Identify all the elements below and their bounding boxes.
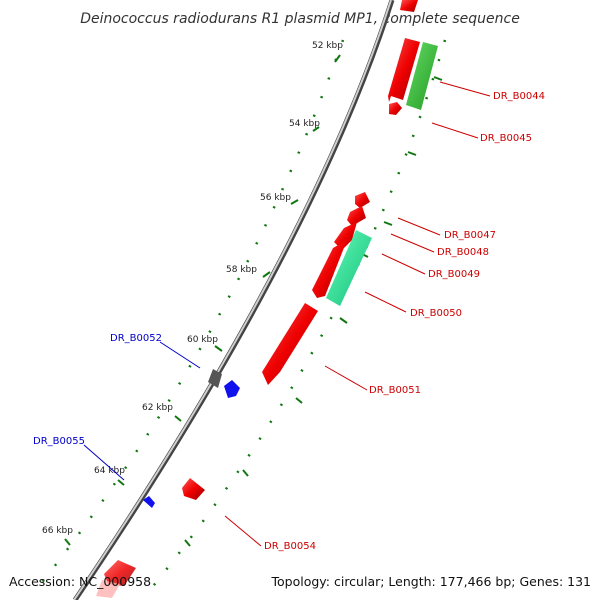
gene-dr-b0051 bbox=[262, 303, 318, 385]
gene-dr-b0048 bbox=[334, 222, 357, 250]
tick-label: 66 kbp bbox=[42, 526, 73, 536]
tick-label: 60 kbp bbox=[187, 335, 218, 345]
gene-labels: DR_B0044 DR_B0045 DR_B0047 DR_B0048 DR_B… bbox=[33, 91, 545, 552]
gene-dr-b0044-green bbox=[406, 42, 438, 110]
accession-text: Accession: NC_000958 bbox=[9, 574, 151, 589]
gene-features bbox=[96, 0, 438, 598]
gene-label[interactable]: DR_B0044 bbox=[493, 91, 545, 102]
gene-dr-b0050 bbox=[326, 230, 372, 306]
gene-dr-b0046 bbox=[355, 192, 370, 208]
gene-dr-b0056 bbox=[104, 560, 136, 586]
gene-label[interactable]: DR_B0051 bbox=[369, 385, 421, 396]
gene-dr-b0055 bbox=[143, 496, 155, 508]
kbp-ticks: 52 kbp 54 kbp 56 kbp 58 kbp 60 kbp 62 kb… bbox=[42, 41, 343, 546]
gene-label[interactable]: DR_B0049 bbox=[428, 269, 480, 280]
gene-dr-b0054 bbox=[182, 478, 205, 500]
gene-label[interactable]: DR_B0048 bbox=[437, 247, 489, 258]
tick-label: 54 kbp bbox=[289, 119, 320, 129]
tick-label: 62 kbp bbox=[142, 403, 173, 413]
gene-label[interactable]: DR_B0054 bbox=[264, 541, 316, 552]
gene-dr-b0047 bbox=[347, 206, 366, 226]
gene-label[interactable]: DR_B0050 bbox=[410, 308, 462, 319]
tick-label: 52 kbp bbox=[312, 41, 343, 51]
gene-label[interactable]: DR_B0047 bbox=[444, 230, 496, 241]
tick-label: 56 kbp bbox=[260, 193, 291, 203]
gene-label[interactable]: DR_B0052 bbox=[110, 333, 162, 344]
gene-dr-b0044 bbox=[388, 38, 420, 102]
map-title: Deinococcus radiodurans R1 plasmid MP1, … bbox=[80, 11, 520, 27]
callout-lines bbox=[83, 81, 491, 547]
tick-label: 64 kbp bbox=[94, 466, 125, 476]
gene-dr-b0056-faded bbox=[96, 580, 120, 598]
reverse-gene-features bbox=[143, 369, 240, 508]
gene-label[interactable]: DR_B0055 bbox=[33, 436, 85, 447]
gene-dr-b0049 bbox=[312, 240, 347, 298]
gene-dr-b0045 bbox=[389, 102, 402, 115]
gene-dr-b0043 bbox=[400, 0, 418, 12]
plasmid-backbone bbox=[72, 0, 395, 600]
topology-text: Topology: circular; Length: 177,466 bp; … bbox=[271, 574, 592, 589]
tick-label: 58 kbp bbox=[226, 265, 257, 275]
gene-dr-b0052-gray bbox=[208, 369, 222, 388]
gene-dr-b0052 bbox=[224, 380, 240, 398]
gene-label[interactable]: DR_B0045 bbox=[480, 133, 532, 144]
